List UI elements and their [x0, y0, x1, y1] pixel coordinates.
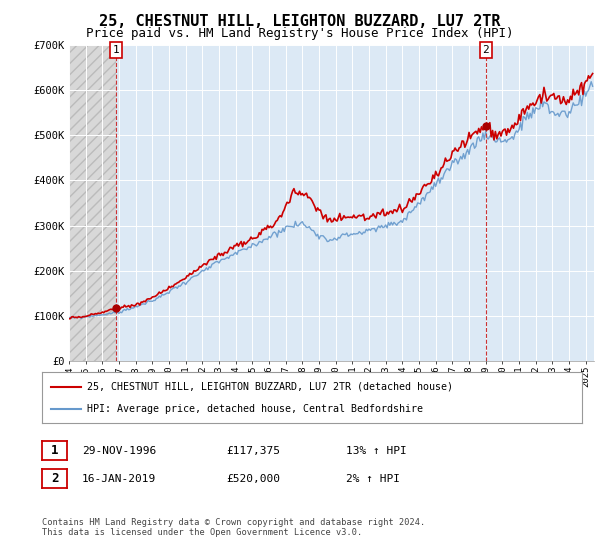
- Text: Price paid vs. HM Land Registry's House Price Index (HPI): Price paid vs. HM Land Registry's House …: [86, 27, 514, 40]
- Text: £520,000: £520,000: [226, 474, 280, 484]
- Text: 13% ↑ HPI: 13% ↑ HPI: [346, 446, 407, 456]
- Text: 16-JAN-2019: 16-JAN-2019: [82, 474, 157, 484]
- Text: 2% ↑ HPI: 2% ↑ HPI: [346, 474, 400, 484]
- Text: £117,375: £117,375: [226, 446, 280, 456]
- Text: Contains HM Land Registry data © Crown copyright and database right 2024.
This d: Contains HM Land Registry data © Crown c…: [42, 518, 425, 538]
- Text: 1: 1: [51, 444, 58, 458]
- Text: HPI: Average price, detached house, Central Bedfordshire: HPI: Average price, detached house, Cent…: [87, 404, 423, 414]
- Text: 1: 1: [113, 45, 119, 55]
- Bar: [69, 45, 116, 361]
- Text: 29-NOV-1996: 29-NOV-1996: [82, 446, 157, 456]
- Text: 25, CHESTNUT HILL, LEIGHTON BUZZARD, LU7 2TR (detached house): 25, CHESTNUT HILL, LEIGHTON BUZZARD, LU7…: [87, 381, 453, 391]
- Text: 2: 2: [51, 472, 58, 486]
- Text: 2: 2: [482, 45, 489, 55]
- Text: 25, CHESTNUT HILL, LEIGHTON BUZZARD, LU7 2TR: 25, CHESTNUT HILL, LEIGHTON BUZZARD, LU7…: [99, 14, 501, 29]
